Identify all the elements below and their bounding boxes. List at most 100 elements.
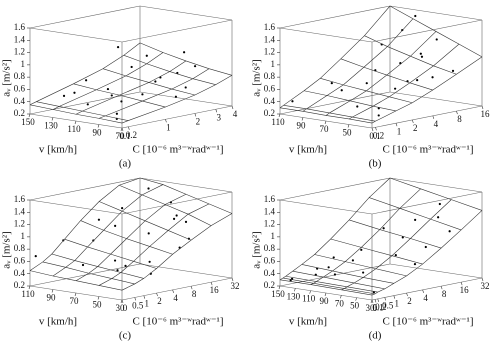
surface-line — [139, 177, 233, 214]
c-tick-label: 1 — [397, 126, 402, 136]
c-tick-label: 2 — [407, 296, 412, 306]
c-tick — [371, 127, 374, 132]
data-point — [106, 87, 110, 91]
surface-line — [29, 104, 123, 124]
z-tick-label: 1.4 — [14, 206, 26, 216]
surface-line — [282, 277, 376, 295]
c-tick — [374, 299, 377, 303]
c-tick-label: 1 — [395, 299, 400, 309]
surface-line — [123, 55, 216, 85]
surface-line — [301, 264, 394, 284]
z-tick-label: 0.6 — [14, 255, 26, 265]
c-tick-label: 2 — [157, 296, 162, 306]
v-tick-label: 30 — [116, 303, 126, 313]
c-tick — [156, 292, 158, 297]
data-point — [360, 248, 363, 251]
c-tick-label: 0 — [123, 303, 128, 313]
v-tick-label: 150 — [21, 117, 35, 127]
v-tick — [51, 289, 54, 293]
surface-line — [29, 42, 141, 106]
data-point — [340, 89, 343, 92]
z-tick-label: 1.6 — [264, 22, 276, 32]
surface-line — [99, 201, 192, 241]
c-tick-label: 4 — [233, 109, 238, 119]
v-tick-label: 70 — [320, 124, 330, 134]
y-axis-label: C [10⁻⁶ m³⁻ʷradʷ⁻¹] — [132, 144, 223, 156]
data-point — [289, 279, 292, 282]
data-point — [437, 216, 440, 219]
c-tick — [412, 119, 414, 124]
v-tick-label: 50 — [93, 300, 103, 310]
data-point — [113, 259, 117, 262]
data-point — [114, 224, 117, 227]
z-axis-label: aᵥ [m/s²] — [251, 231, 263, 268]
box-edge — [371, 105, 483, 129]
box-edge — [389, 177, 483, 193]
box-edge — [371, 277, 483, 301]
data-point — [175, 214, 178, 217]
data-point — [193, 65, 197, 68]
box-edge — [279, 91, 391, 115]
box-edge — [29, 5, 141, 29]
c-tick — [128, 126, 130, 130]
box-edge — [121, 19, 233, 43]
z-tick-label: 0.6 — [264, 83, 276, 93]
data-point — [365, 82, 368, 85]
surface-line — [121, 75, 233, 124]
v-tick — [120, 299, 123, 304]
c-tick — [190, 286, 193, 290]
data-point — [184, 86, 187, 89]
box-edge — [371, 191, 483, 215]
data-point — [110, 94, 113, 97]
box-edge — [279, 177, 391, 201]
v-tick-label: 70 — [335, 298, 345, 308]
z-tick-label: 1.6 — [14, 194, 26, 204]
surface-line — [292, 270, 385, 290]
c-tick — [395, 123, 398, 127]
data-point — [184, 220, 188, 223]
z-tick-label: 0.2 — [14, 108, 25, 118]
surface-line — [51, 253, 144, 279]
x-axis-label: v [km/h] — [289, 144, 327, 156]
c-tick — [406, 292, 408, 297]
data-point — [92, 239, 95, 242]
surface-line — [52, 184, 164, 277]
c-tick-label: 16 — [460, 285, 470, 295]
box-edge — [389, 5, 483, 21]
box-edge — [29, 263, 141, 287]
surface-line — [80, 220, 173, 255]
v-tick-label: 130 — [287, 291, 301, 301]
box-edge — [139, 263, 233, 279]
v-tick-label: 110 — [21, 289, 35, 299]
surface-line — [369, 197, 462, 231]
surface-line — [279, 107, 373, 124]
box-edge — [121, 105, 233, 129]
v-tick-label: 90 — [297, 121, 307, 131]
z-tick-label: 1 — [271, 59, 276, 69]
v-tick-label: 90 — [320, 296, 330, 306]
data-point — [115, 112, 118, 115]
c-tick-label: 4 — [423, 293, 428, 303]
z-tick-label: 1 — [21, 231, 26, 241]
v-tick-label: 90 — [93, 128, 103, 138]
c-tick — [393, 295, 396, 299]
surface-line — [341, 199, 452, 291]
surface-line — [371, 210, 483, 296]
z-tick-label: 0.8 — [264, 243, 276, 253]
v-tick — [347, 124, 350, 128]
data-point — [73, 91, 76, 94]
c-tick — [481, 105, 484, 110]
data-point — [401, 236, 404, 239]
data-point — [424, 245, 427, 249]
data-point — [85, 79, 88, 82]
c-tick — [215, 109, 218, 113]
data-point — [124, 264, 127, 267]
panel-label: (a) — [119, 158, 132, 170]
data-point — [327, 266, 330, 269]
box-edge — [139, 5, 233, 21]
surface-line — [389, 177, 483, 211]
data-point — [330, 82, 333, 85]
box-edge — [279, 199, 373, 215]
c-tick — [377, 298, 380, 302]
data-point — [333, 273, 337, 276]
